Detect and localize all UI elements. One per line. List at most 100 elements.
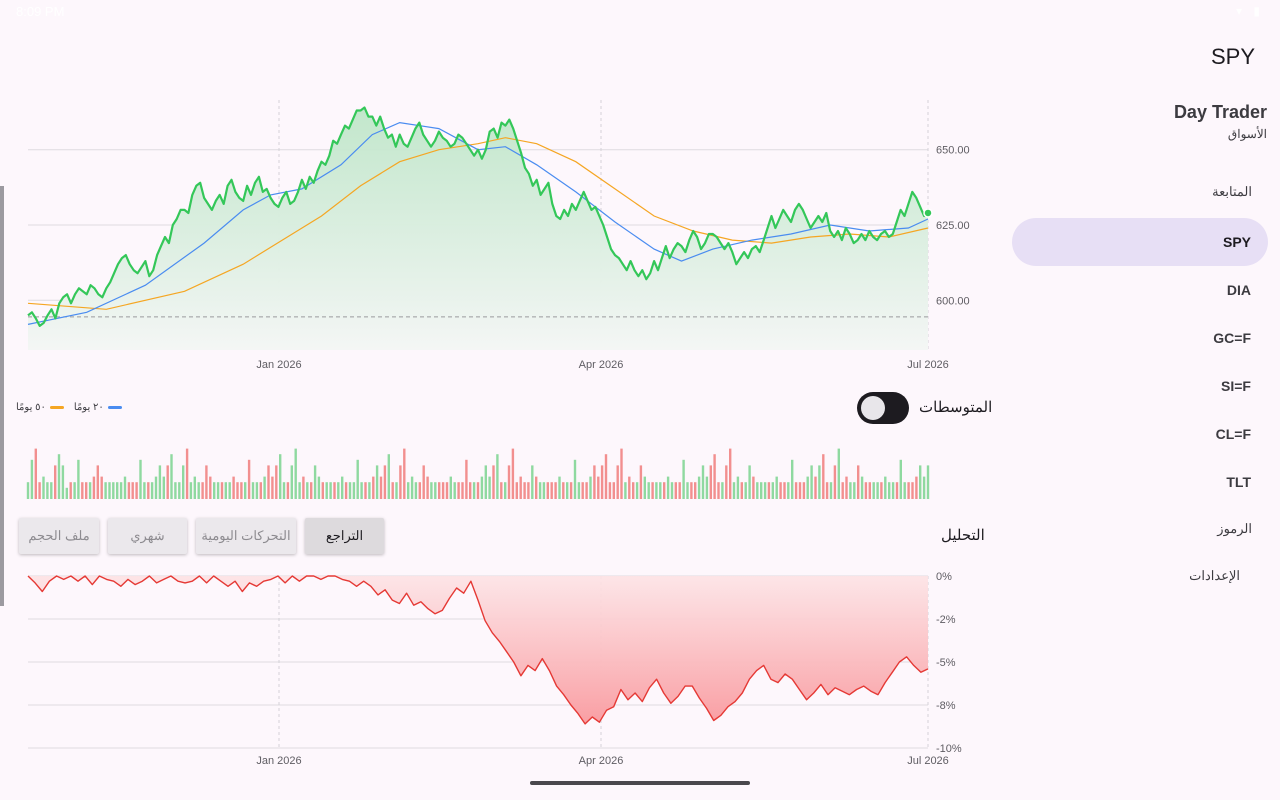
volume-bar (911, 482, 914, 499)
drawdown-chart[interactable]: 0% -2% -5% -8% -10% Jan 2026 Apr 2026 Jul 2026 (0, 0, 1000, 780)
tab-monthly[interactable]: شهري (108, 518, 187, 554)
tab-daily-moves[interactable]: التحركات اليومية (196, 518, 296, 554)
volume-bar (469, 482, 472, 499)
volume-bar (853, 482, 856, 499)
nav-item-tlt[interactable]: TLT (1012, 458, 1268, 506)
volume-bar (61, 465, 65, 499)
volume-bar (298, 482, 301, 499)
nav-settings[interactable]: الإعدادات (1012, 552, 1268, 600)
volume-bar (907, 482, 910, 499)
volume-bar (666, 476, 670, 499)
volume-bar (791, 459, 794, 499)
volume-bar (635, 482, 639, 499)
volume-bar (112, 482, 115, 499)
legend-20-swatch (107, 406, 122, 409)
volume-bar (224, 482, 227, 499)
volume-bar (632, 482, 635, 499)
home-indicator[interactable] (530, 781, 750, 785)
price-chart[interactable]: 600.00 625.00 650.00 Jan 2026 Apr 2026 Jul 20… (0, 0, 1000, 380)
nav-item-label: SPY (1222, 234, 1251, 250)
tab-drawdown[interactable]: التراجع (305, 518, 384, 554)
volume-bar (554, 482, 557, 499)
nav-symbols[interactable]: الرموز (1012, 505, 1268, 553)
volume-bar (690, 482, 693, 499)
volume-bar (659, 482, 662, 499)
moving-averages-toggle[interactable] (857, 392, 909, 424)
volume-bar (174, 482, 177, 499)
volume-bar (348, 482, 352, 499)
nav-watchlist-label: المتابعة (1212, 184, 1252, 199)
volume-bar (496, 454, 499, 499)
volume-bar (767, 482, 771, 499)
volume-bar (488, 476, 491, 499)
volume-bar (740, 482, 743, 499)
nav-item-label: SI=F (1221, 378, 1251, 394)
nav-item-sif[interactable]: SI=F (1012, 362, 1268, 410)
volume-bar (236, 482, 239, 499)
volume-bar (150, 482, 154, 499)
volume-bar (166, 465, 169, 499)
volume-bar (410, 476, 414, 499)
nav-symbols-label: الرموز (1217, 521, 1252, 536)
volume-bar (872, 482, 875, 499)
volume-bar (822, 454, 825, 499)
volume-bar (193, 476, 196, 499)
volume-bar (515, 482, 518, 499)
volume-bar (178, 482, 181, 499)
volume-bar (926, 465, 930, 499)
volume-bar (46, 482, 49, 499)
volume-bar (96, 465, 99, 499)
volume-bar (880, 482, 883, 499)
volume-bar (775, 476, 778, 499)
brand-title: Day Trader (1173, 102, 1267, 122)
volume-bar (100, 476, 103, 499)
nav-watchlist[interactable]: المتابعة (1012, 168, 1268, 216)
volume-bar (341, 476, 344, 499)
volume-bar (220, 482, 224, 499)
nav-item-dia[interactable]: DIA (1012, 266, 1268, 314)
nav-item-label: TLT (1226, 474, 1251, 490)
nav-item-spy[interactable]: SPY (1012, 218, 1268, 266)
nav-item-label: GC=F (1213, 330, 1251, 346)
analysis-label: التحليل (941, 527, 985, 544)
volume-bar (531, 465, 534, 499)
volume-bar (457, 482, 460, 499)
volume-bar (77, 459, 80, 499)
volume-bar (85, 482, 88, 499)
volume-bar (581, 482, 584, 499)
volume-bar (857, 465, 860, 499)
volume-bar (329, 482, 332, 499)
nav-item-gcf[interactable]: GC=F (1012, 314, 1268, 362)
volume-bar (616, 465, 619, 499)
volume-bar (566, 482, 569, 499)
volume-bar (422, 465, 425, 499)
volume-bar (472, 482, 476, 499)
volume-bar (344, 482, 348, 499)
volume-bar (500, 482, 503, 499)
volume-bar (302, 476, 305, 499)
volume-bar (399, 465, 402, 499)
nav-item-clf[interactable]: CL=F (1012, 410, 1268, 458)
drawdown-area (28, 576, 928, 724)
volume-bar (589, 476, 592, 499)
volume-bar (903, 482, 906, 499)
drawdown-line (27, 575, 929, 725)
volume-bar (438, 482, 441, 499)
volume-bar (476, 482, 480, 499)
volume-bar (763, 482, 767, 499)
tab-volume-profile[interactable]: ملف الحجم (19, 518, 99, 554)
volume-bar (232, 476, 235, 499)
volume-bar (732, 482, 736, 499)
volume-bar (624, 482, 627, 499)
volume-bar (802, 482, 806, 499)
volume-bar (119, 482, 123, 499)
volume-bar (492, 465, 495, 499)
volume-bar (445, 482, 449, 499)
volume-bar (434, 482, 437, 499)
status-time: 8:09 PM (16, 4, 65, 19)
volume-bar (519, 476, 522, 499)
left-edge-handle[interactable] (0, 186, 4, 606)
volume-bar (306, 482, 309, 499)
volume-bar (798, 482, 802, 499)
volume-bar (593, 465, 596, 499)
